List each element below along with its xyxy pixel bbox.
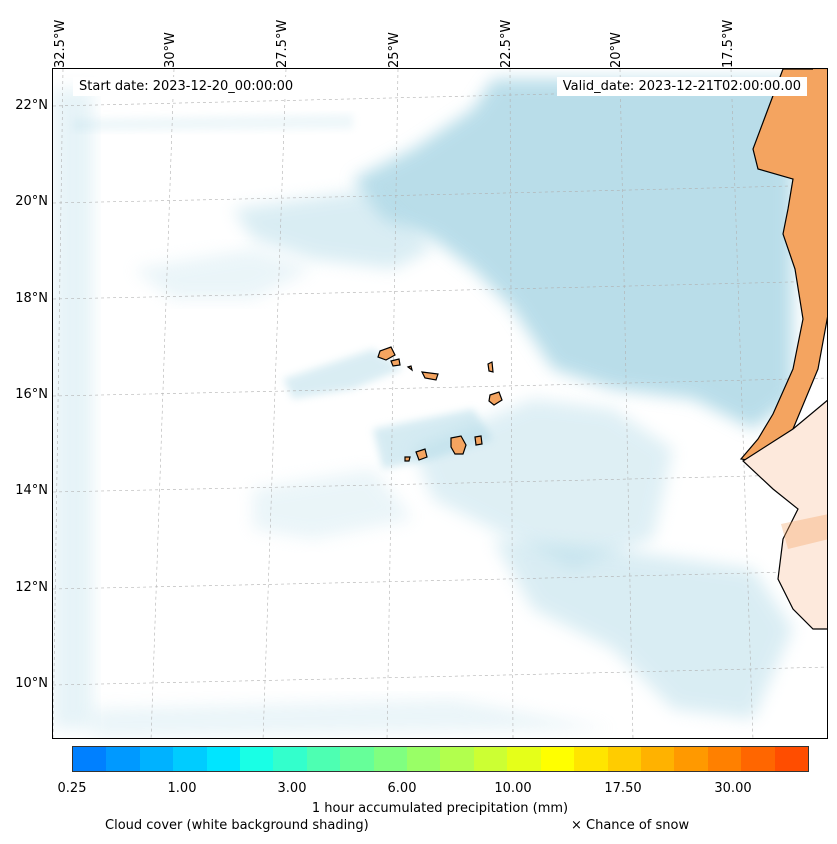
lat-label-20n: 20°N [15, 194, 48, 209]
graticule [53, 69, 827, 738]
colorbar-tick-3-00: 3.00 [277, 781, 307, 796]
colorbar-segment [139, 747, 174, 771]
cloud-cover-shading [53, 79, 793, 737]
colorbar-segment [440, 747, 474, 771]
map-panel[interactable]: Start date: 2023-12-20_00:00:00 Valid_da… [52, 68, 828, 739]
colorbar-segment [741, 747, 775, 771]
cape-verde-islands [377, 346, 503, 462]
colorbar-segment [73, 747, 107, 771]
lat-label-10n: 10°N [15, 676, 48, 691]
lon-label-17-5w: 17.5°W [721, 19, 736, 68]
map-canvas [53, 69, 827, 738]
colorbar-tick-10-00: 10.00 [494, 781, 532, 796]
lat-label-14n: 14°N [15, 483, 48, 498]
colorbar-segment [574, 747, 608, 771]
colorbar-tick-1-00: 1.00 [167, 781, 197, 796]
colorbar-segment [106, 747, 140, 771]
precipitation-colorbar [72, 746, 809, 772]
valid-date-label: Valid_date: 2023-12-21T02:00:00.00 [556, 77, 807, 96]
colorbar-segment [774, 747, 808, 771]
start-date-label: Start date: 2023-12-20_00:00:00 [73, 77, 300, 96]
colorbar-segment [407, 747, 441, 771]
colorbar-segment [173, 747, 207, 771]
colorbar-tick-6-00: 6.00 [387, 781, 417, 796]
cloud-cover-legend: Cloud cover (white background shading) [105, 818, 369, 833]
colorbar-segment [607, 747, 641, 771]
colorbar-tick-0-25: 0.25 [57, 781, 87, 796]
lon-label-32-5w: 32.5°W [53, 19, 68, 68]
african-coast [739, 69, 827, 630]
snow-legend: × Chance of snow [571, 818, 690, 833]
colorbar-tick-30-00: 30.00 [714, 781, 752, 796]
colorbar-segment [707, 747, 742, 771]
colorbar-segment [473, 747, 508, 771]
lon-label-25w: 25°W [387, 32, 402, 68]
colorbar-segment [373, 747, 408, 771]
colorbar-segment [640, 747, 675, 771]
lat-label-18n: 18°N [15, 291, 48, 306]
lon-label-27-5w: 27.5°W [275, 19, 290, 68]
lon-label-30w: 30°W [163, 32, 178, 68]
colorbar-segment [540, 747, 575, 771]
colorbar-segment [273, 747, 307, 771]
lat-label-16n: 16°N [15, 387, 48, 402]
colorbar-tick-17-50: 17.50 [604, 781, 642, 796]
colorbar-segment [507, 747, 541, 771]
lon-label-22-5w: 22.5°W [499, 19, 514, 68]
lat-label-22n: 22°N [15, 98, 48, 113]
lat-label-12n: 12°N [15, 580, 48, 595]
colorbar-segment [674, 747, 708, 771]
colorbar-segment [240, 747, 274, 771]
colorbar-segment [206, 747, 241, 771]
colorbar-segment [340, 747, 374, 771]
colorbar-segment [306, 747, 341, 771]
lon-label-20w: 20°W [609, 32, 624, 68]
colorbar-title: 1 hour accumulated precipitation (mm) [311, 801, 569, 816]
